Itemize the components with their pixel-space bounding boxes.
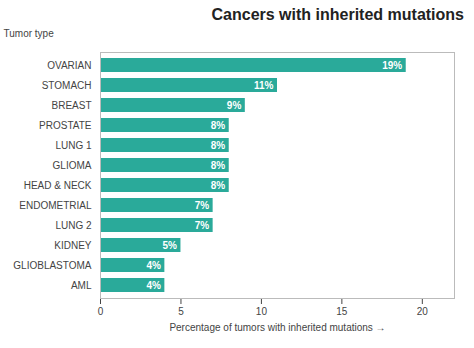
svg-text:BREAST: BREAST xyxy=(51,100,91,111)
svg-text:PROSTATE: PROSTATE xyxy=(39,120,92,131)
svg-text:10: 10 xyxy=(256,306,268,317)
svg-text:ENDOMETRIAL: ENDOMETRIAL xyxy=(19,200,92,211)
svg-text:GLIOMA: GLIOMA xyxy=(53,160,92,171)
svg-text:LUNG 2: LUNG 2 xyxy=(55,220,92,231)
svg-text:20: 20 xyxy=(417,306,429,317)
svg-text:4%: 4% xyxy=(146,260,161,271)
svg-text:4%: 4% xyxy=(146,280,161,291)
svg-text:11%: 11% xyxy=(254,80,274,91)
svg-text:15: 15 xyxy=(336,306,348,317)
html-text:Cancers with inherited mutatio: Cancers with inherited mutations xyxy=(211,6,464,23)
svg-text:HEAD & NECK: HEAD & NECK xyxy=(24,180,92,191)
svg-text:5%: 5% xyxy=(163,240,178,251)
svg-text:8%: 8% xyxy=(211,180,226,191)
svg-text:KIDNEY: KIDNEY xyxy=(54,240,92,251)
svg-text:AML: AML xyxy=(71,280,92,291)
svg-text:OVARIAN: OVARIAN xyxy=(47,60,91,71)
svg-text:Percentage of tumors with inhe: Percentage of tumors with inherited muta… xyxy=(169,322,385,333)
svg-text:8%: 8% xyxy=(211,160,226,171)
svg-text:8%: 8% xyxy=(211,140,226,151)
svg-text:8%: 8% xyxy=(211,120,226,131)
svg-text:7%: 7% xyxy=(195,200,210,211)
svg-text:GLIOBLASTOMA: GLIOBLASTOMA xyxy=(13,260,92,271)
svg-text:LUNG 1: LUNG 1 xyxy=(55,140,92,151)
svg-text:7%: 7% xyxy=(195,220,210,231)
svg-text:STOMACH: STOMACH xyxy=(42,80,92,91)
svg-text:19%: 19% xyxy=(382,60,402,71)
svg-text:0: 0 xyxy=(98,306,104,317)
svg-text:Tumor type: Tumor type xyxy=(4,28,55,39)
svg-text:5: 5 xyxy=(178,306,184,317)
svg-text:9%: 9% xyxy=(227,100,242,111)
